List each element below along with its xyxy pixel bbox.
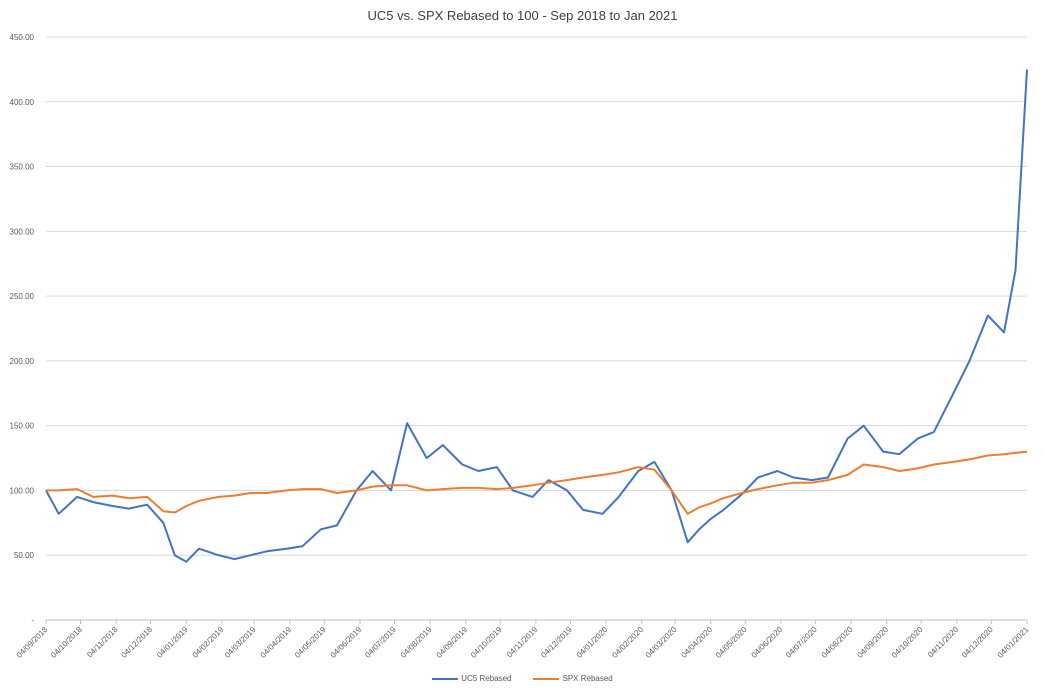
legend-label-spx: SPX Rebased (562, 674, 613, 683)
series-line-uc5 (45, 69, 1028, 563)
legend-label-uc5: UC5 Rebased (461, 674, 512, 683)
legend: UC5 Rebased SPX Rebased (0, 674, 1045, 683)
x-tick-label: 04/05/2019 (293, 625, 328, 660)
legend-swatch-uc5 (432, 677, 459, 680)
x-tick-label: 04/12/2020 (960, 625, 995, 660)
y-tick-label: 450.00 (10, 33, 35, 42)
x-tick-label: 04/10/2019 (469, 625, 504, 660)
x-tick-label: 04/11/2019 (505, 625, 540, 660)
series-line-spx (46, 450, 1028, 515)
x-tick-label: 04/12/2018 (119, 625, 154, 660)
x-tick-label: 04/04/2020 (679, 625, 714, 660)
x-tick-label: 04/01/2019 (155, 625, 190, 660)
y-tick-label: 150.00 (10, 422, 35, 431)
y-tick-label: 100.00 (10, 486, 35, 495)
x-tick-label: 04/10/2018 (49, 625, 84, 660)
x-tick-label: 04/03/2020 (644, 625, 679, 660)
x-tick-label: 04/08/2020 (820, 625, 855, 660)
x-tick-label: 04/01/2021 (996, 625, 1031, 660)
x-tick-label: 04/06/2019 (329, 625, 364, 660)
x-tick-label: 04/07/2020 (784, 625, 819, 660)
x-tick-label: 04/09/2018 (15, 625, 50, 660)
gridlines (46, 36, 1027, 621)
y-tick-label: 50.00 (14, 551, 35, 560)
legend-item-uc5: UC5 Rebased (432, 674, 511, 683)
x-tick-label: 04/02/2020 (610, 625, 645, 660)
y-tick-label: 250.00 (10, 292, 35, 301)
x-tick-label: 04/12/2019 (539, 625, 574, 660)
y-tick-label: 400.00 (10, 98, 35, 107)
x-tick-label: 04/05/2020 (714, 625, 749, 660)
x-tick-label: 04/06/2020 (750, 625, 785, 660)
x-tick-label: 04/09/2020 (855, 625, 890, 660)
x-tick-label: 04/11/2018 (85, 625, 120, 660)
x-tick-label: 04/07/2019 (363, 625, 398, 660)
y-tick-label: 300.00 (10, 227, 35, 236)
x-tick-label: 04/10/2020 (890, 625, 925, 660)
y-tick-label: 200.00 (10, 357, 35, 366)
x-tick-label: 04/09/2019 (435, 625, 470, 660)
x-tick-label: 04/08/2019 (399, 625, 434, 660)
x-tick-label: 04/11/2020 (926, 625, 961, 660)
x-tick-label: 04/02/2019 (191, 625, 226, 660)
x-axis-ticks: 04/09/2018 04/10/2018 04/11/2018 04/12/2018… (15, 620, 1031, 660)
x-tick-label: 04/03/2019 (223, 625, 258, 660)
y-tick-label: - (31, 616, 34, 625)
x-tick-label: 04/04/2019 (259, 625, 294, 660)
chart-title: UC5 vs. SPX Rebased to 100 - Sep 2018 to… (367, 8, 678, 23)
y-axis-ticks: - 50.00 100.00 150.00 200.00 250.00 300.00 350.… (10, 33, 35, 625)
series-lines (45, 69, 1028, 563)
y-tick-label: 350.00 (10, 163, 35, 172)
legend-item-spx: SPX Rebased (533, 674, 613, 683)
legend-swatch-spx (533, 677, 560, 680)
x-tick-label: 04/01/2020 (575, 625, 610, 660)
